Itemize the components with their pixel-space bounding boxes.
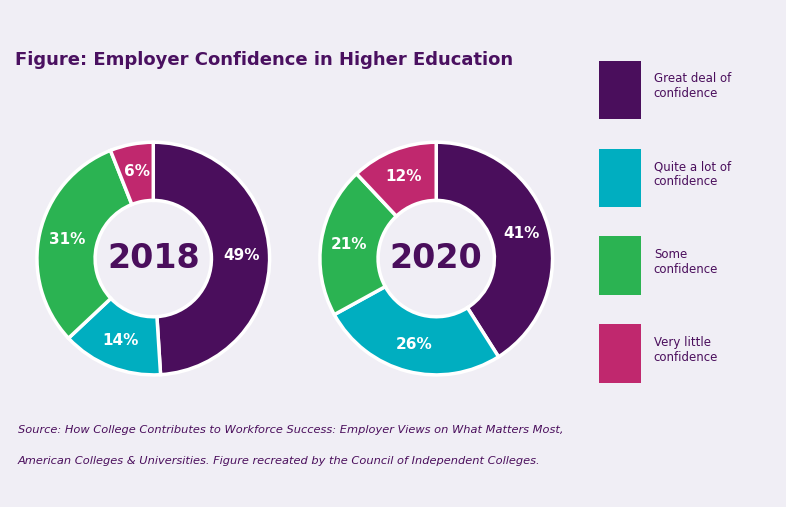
FancyBboxPatch shape [599,149,641,207]
Text: Figure: Employer Confidence in Higher Education: Figure: Employer Confidence in Higher Ed… [15,51,512,68]
Text: Great deal of
confidence: Great deal of confidence [654,73,731,100]
Text: Source: How College Contributes to Workforce Success: Employer Views on What Mat: Source: How College Contributes to Workf… [18,425,567,435]
Text: 2018: 2018 [107,242,200,275]
Text: 41%: 41% [503,227,539,241]
Text: 31%: 31% [49,232,85,247]
Wedge shape [320,174,396,315]
Text: Some
confidence: Some confidence [654,248,718,276]
Wedge shape [153,142,270,375]
Wedge shape [436,142,553,357]
Wedge shape [111,142,153,204]
Text: Quite a lot of
confidence: Quite a lot of confidence [654,160,731,189]
Wedge shape [68,299,160,375]
Wedge shape [334,286,498,375]
Text: 2020: 2020 [390,242,483,275]
FancyBboxPatch shape [599,324,641,383]
Text: 26%: 26% [396,337,432,352]
Text: Very little
confidence: Very little confidence [654,336,718,364]
Text: 6%: 6% [123,164,149,179]
FancyBboxPatch shape [599,236,641,295]
Text: 14%: 14% [102,333,139,348]
Text: 49%: 49% [223,248,260,263]
Wedge shape [37,151,132,338]
Wedge shape [357,142,436,216]
Text: American Colleges & Universities. Figure recreated by the Council of Independent: American Colleges & Universities. Figure… [18,456,541,466]
FancyBboxPatch shape [599,61,641,119]
Text: 21%: 21% [331,237,367,252]
Text: 12%: 12% [385,169,422,184]
